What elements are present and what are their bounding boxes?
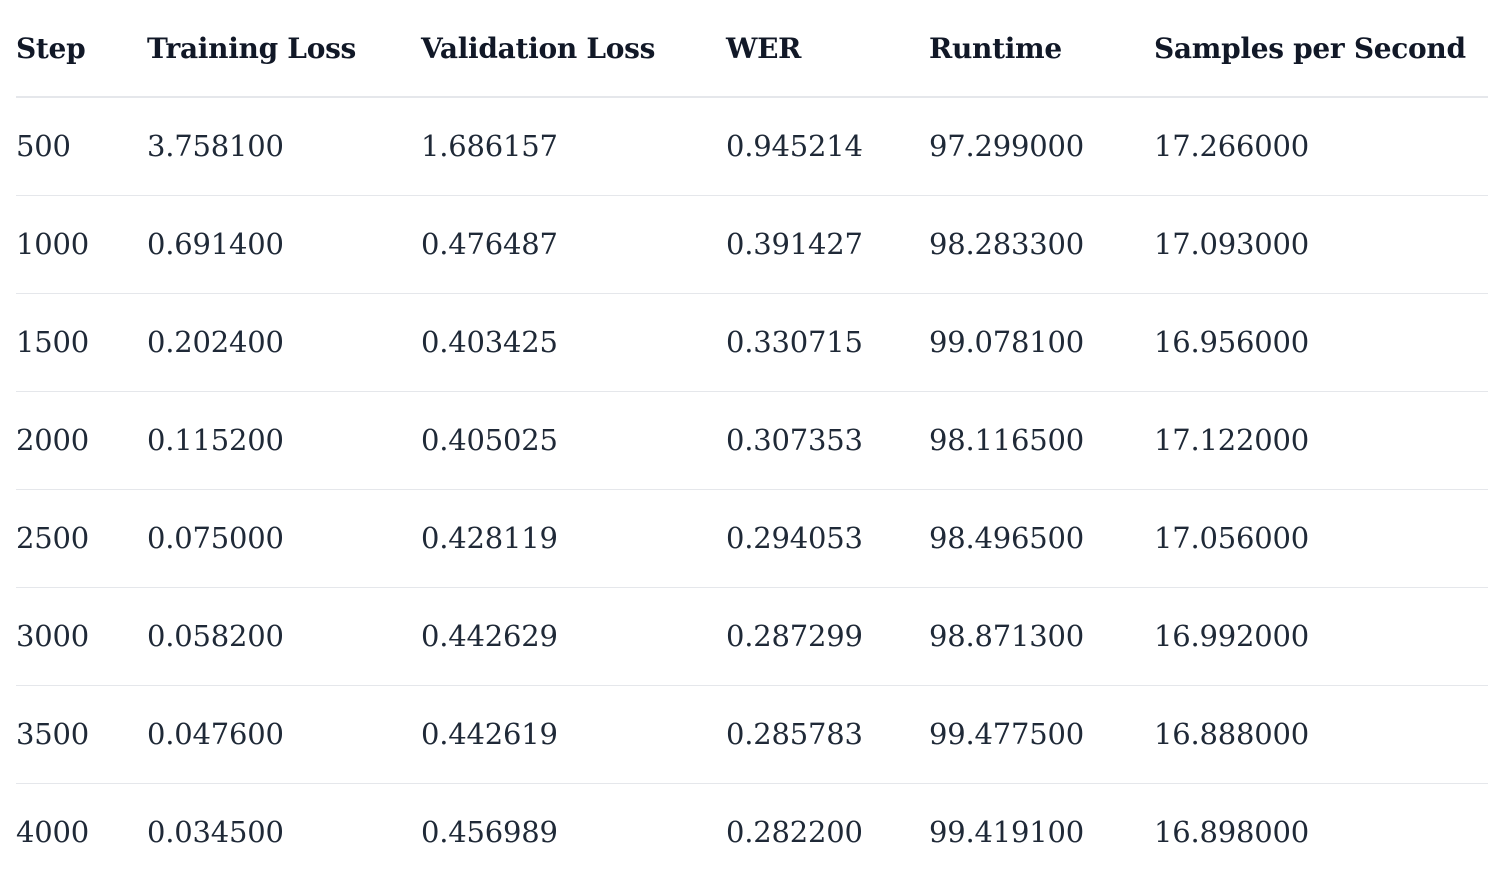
- cell-training-loss: 0.115200: [147, 390, 421, 489]
- cell-runtime: 98.871300: [929, 586, 1154, 685]
- cell-step: 1500: [16, 292, 147, 391]
- table-row: 1000 0.691400 0.476487 0.391427 98.28330…: [16, 194, 1488, 293]
- cell-wer: 0.285783: [726, 684, 929, 783]
- cell-wer: 0.307353: [726, 390, 929, 489]
- cell-samples-per-second: 16.888000: [1154, 684, 1488, 783]
- cell-runtime: 99.477500: [929, 684, 1154, 783]
- cell-training-loss: 0.691400: [147, 194, 421, 293]
- cell-wer: 0.287299: [726, 586, 929, 685]
- cell-wer: 0.294053: [726, 488, 929, 587]
- cell-training-loss: 0.202400: [147, 292, 421, 391]
- table-row: 500 3.758100 1.686157 0.945214 97.299000…: [16, 97, 1488, 195]
- table-header-row: Step Training Loss Validation Loss WER R…: [16, 0, 1488, 98]
- training-results-table: Step Training Loss Validation Loss WER R…: [16, 0, 1488, 881]
- cell-runtime: 97.299000: [929, 129, 1085, 164]
- cell-training-loss: 3.758100: [147, 129, 284, 164]
- table-row: 3000 0.058200 0.442629 0.287299 98.87130…: [16, 586, 1488, 685]
- header-runtime: Runtime: [929, 0, 1154, 98]
- cell-validation-loss: 0.456989: [421, 782, 726, 881]
- table-row: 4000 0.034500 0.456989 0.282200 99.41910…: [16, 782, 1488, 881]
- cell-samples-per-second: 16.956000: [1154, 292, 1488, 391]
- cell-training-loss: 0.058200: [147, 586, 421, 685]
- cell-runtime: 98.116500: [929, 390, 1154, 489]
- table-row: 2500 0.075000 0.428119 0.294053 98.49650…: [16, 488, 1488, 587]
- cell-validation-loss: 0.403425: [421, 292, 726, 391]
- cell-runtime: 98.283300: [929, 194, 1154, 293]
- header-wer: WER: [726, 0, 929, 98]
- cell-validation-loss: 0.476487: [421, 194, 726, 293]
- cell-wer: 0.282200: [726, 782, 929, 881]
- cell-samples-per-second: 16.992000: [1154, 586, 1488, 685]
- cell-validation-loss: 0.405025: [421, 390, 726, 489]
- cell-samples-per-second: 17.093000: [1154, 194, 1488, 293]
- cell-samples-per-second: 17.056000: [1154, 488, 1488, 587]
- cell-training-loss: 0.075000: [147, 488, 421, 587]
- cell-runtime: 99.078100: [929, 292, 1154, 391]
- cell-samples-per-second: 17.266000: [1154, 129, 1310, 164]
- cell-samples-per-second: 16.898000: [1154, 782, 1488, 881]
- table-row: 3500 0.047600 0.442619 0.285783 99.47750…: [16, 684, 1488, 783]
- cell-step: 500: [16, 129, 71, 164]
- cell-training-loss: 0.034500: [147, 782, 421, 881]
- cell-step: 3000: [16, 586, 147, 685]
- cell-step: 2500: [16, 488, 147, 587]
- cell-runtime: 98.496500: [929, 488, 1154, 587]
- cell-wer: 0.945214: [726, 129, 863, 164]
- header-step: Step: [16, 0, 147, 98]
- cell-validation-loss: 0.428119: [421, 488, 726, 587]
- cell-step: 2000: [16, 390, 147, 489]
- cell-wer: 0.330715: [726, 292, 929, 391]
- cell-runtime: 99.419100: [929, 782, 1154, 881]
- cell-step: 1000: [16, 194, 147, 293]
- header-validation-loss: Validation Loss: [421, 0, 726, 98]
- table-row: 1500 0.202400 0.403425 0.330715 99.07810…: [16, 292, 1488, 391]
- cell-step: 3500: [16, 684, 147, 783]
- training-results-table-wrapper: Step Training Loss Validation Loss WER R…: [16, 0, 1488, 881]
- cell-training-loss: 0.047600: [147, 684, 421, 783]
- cell-wer: 0.391427: [726, 194, 929, 293]
- cell-validation-loss: 1.686157: [421, 129, 558, 164]
- header-samples-per-second: Samples per Second: [1154, 0, 1488, 98]
- table-row: 2000 0.115200 0.405025 0.307353 98.11650…: [16, 390, 1488, 489]
- cell-step: 4000: [16, 782, 147, 881]
- cell-validation-loss: 0.442629: [421, 586, 726, 685]
- cell-samples-per-second: 17.122000: [1154, 390, 1488, 489]
- header-training-loss: Training Loss: [147, 0, 421, 98]
- cell-validation-loss: 0.442619: [421, 684, 726, 783]
